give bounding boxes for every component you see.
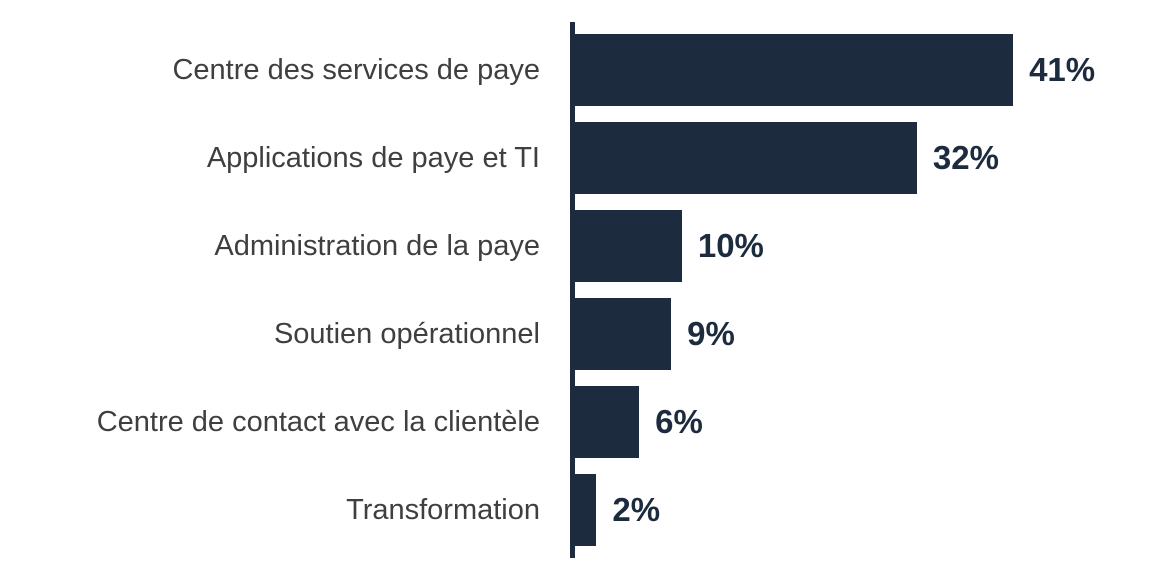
category-label: Applications de paye et TI [206,141,540,174]
bar-track: 6% [575,386,1152,458]
bar-row: Centre des services de paye 41% [0,26,1152,114]
category-label: Centre de contact avec la clientèle [96,405,540,438]
value-label: 41% [1029,51,1096,88]
bar [575,122,917,194]
value-label: 10% [697,227,764,264]
bar-track: 41% [575,34,1152,106]
bar [575,298,672,370]
bar-row: Transformation 2% [0,466,1152,554]
bar-row: Soutien opérationnel 9% [0,290,1152,378]
bar-row: Applications de paye et TI 32% [0,114,1152,202]
bar [575,474,597,546]
bar [575,210,682,282]
bar-row: Administration de la paye 10% [0,202,1152,290]
value-label: 32% [932,139,999,176]
bar-track: 9% [575,298,1152,370]
bar-rows: Centre des services de paye 41% Applicat… [0,26,1152,554]
category-label: Soutien opérationnel [273,317,540,350]
bar-track: 10% [575,210,1152,282]
category-label: Administration de la paye [214,229,540,262]
bar-row: Centre de contact avec la clientèle 6% [0,378,1152,466]
category-label: Transformation [346,493,540,526]
bar-track: 32% [575,122,1152,194]
value-label: 6% [655,403,703,440]
y-axis-line [570,22,575,558]
bar [575,386,640,458]
bar [575,34,1014,106]
value-label: 2% [612,491,661,528]
value-label: 9% [687,315,735,352]
bar-track: 2% [575,474,1152,546]
category-label: Centre des services de paye [172,53,540,86]
